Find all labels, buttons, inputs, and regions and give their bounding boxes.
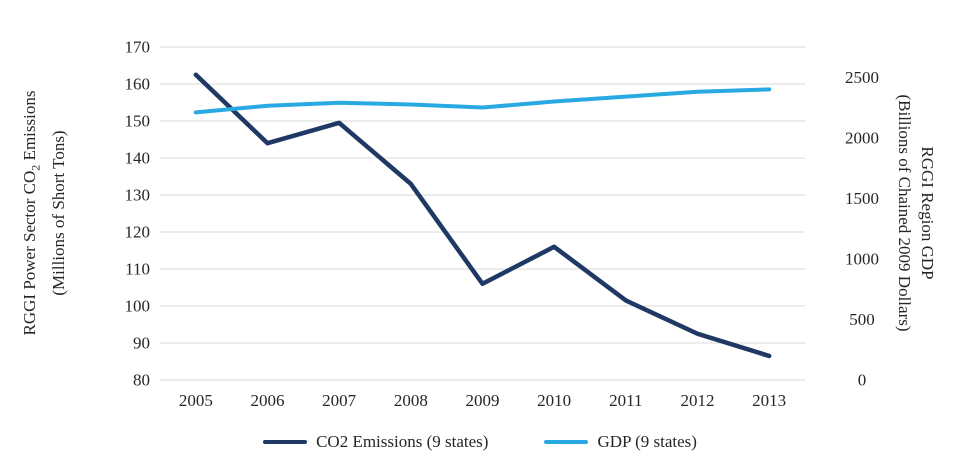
x-axis-tick-label: 2009 [466,391,500,410]
legend: CO2 Emissions (9 states) GDP (9 states) [0,432,960,452]
x-axis-tick-label: 2005 [179,391,213,410]
right-axis-tick-label: 2000 [845,128,879,147]
left-axis-tick-label: 90 [133,334,150,353]
x-axis-tick-label: 2012 [681,391,715,410]
right-axis-title-line1: RGGI Region GDP [918,146,937,280]
right-axis-tick-label: 1000 [845,249,879,268]
left-axis-title-pre: RGGI Power Sector CO [20,170,39,336]
legend-label: CO2 Emissions (9 states) [316,432,489,451]
right-axis-title: RGGI Region GDP (Billions of Chained 200… [893,23,939,403]
left-axis-tick-label: 140 [125,149,151,168]
right-axis-tick-label: 500 [849,310,875,329]
right-axis-tick-label: 0 [858,371,867,390]
series-line-gdp [193,87,772,115]
left-axis-tick-label: 160 [125,75,151,94]
x-axis-tick-label: 2007 [322,391,357,410]
right-axis-title-line2: (Billions of Chained 2009 Dollars) [895,94,914,332]
left-axis-title: RGGI Power Sector CO2 Emissions (Million… [18,23,68,403]
x-axis-tick-label: 2011 [609,391,642,410]
left-axis-tick-label: 150 [125,112,151,131]
x-axis-tick-label: 2013 [752,391,786,410]
left-axis-title-line1: RGGI Power Sector CO2 Emissions [18,23,47,403]
left-axis-title-line2: (Millions of Short Tons) [49,130,69,296]
left-axis-tick-label: 170 [125,38,151,57]
x-axis-tick-label: 2010 [537,391,571,410]
left-axis-title-post: Emissions [20,90,39,165]
legend-swatch [263,440,308,444]
left-axis-tick-label: 120 [125,223,151,242]
left-axis-tick-label: 130 [125,186,151,205]
left-axis-tick-label: 80 [133,371,150,390]
x-axis-tick-label: 2008 [394,391,428,410]
legend-label: GDP (9 states) [597,432,697,451]
left-axis-tick-label: 110 [125,260,150,279]
left-axis-title-subscript: 2 [28,164,43,171]
right-axis-tick-label: 2500 [845,68,879,87]
legend-item: CO2 Emissions (9 states) [263,432,488,452]
x-axis-tick-label: 2006 [251,391,285,410]
legend-swatch [544,440,589,444]
left-axis-tick-label: 100 [125,297,151,316]
right-axis-tick-label: 1500 [845,189,879,208]
series-line-co2-emissions [193,72,772,359]
legend-item: GDP (9 states) [544,432,697,452]
